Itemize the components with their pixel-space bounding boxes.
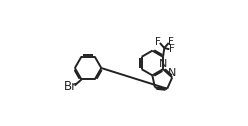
Text: F: F xyxy=(168,37,174,47)
Text: F: F xyxy=(169,44,175,54)
Text: N: N xyxy=(168,68,176,78)
Text: F: F xyxy=(155,37,160,47)
Text: N: N xyxy=(159,59,167,69)
Text: Br: Br xyxy=(64,80,77,93)
